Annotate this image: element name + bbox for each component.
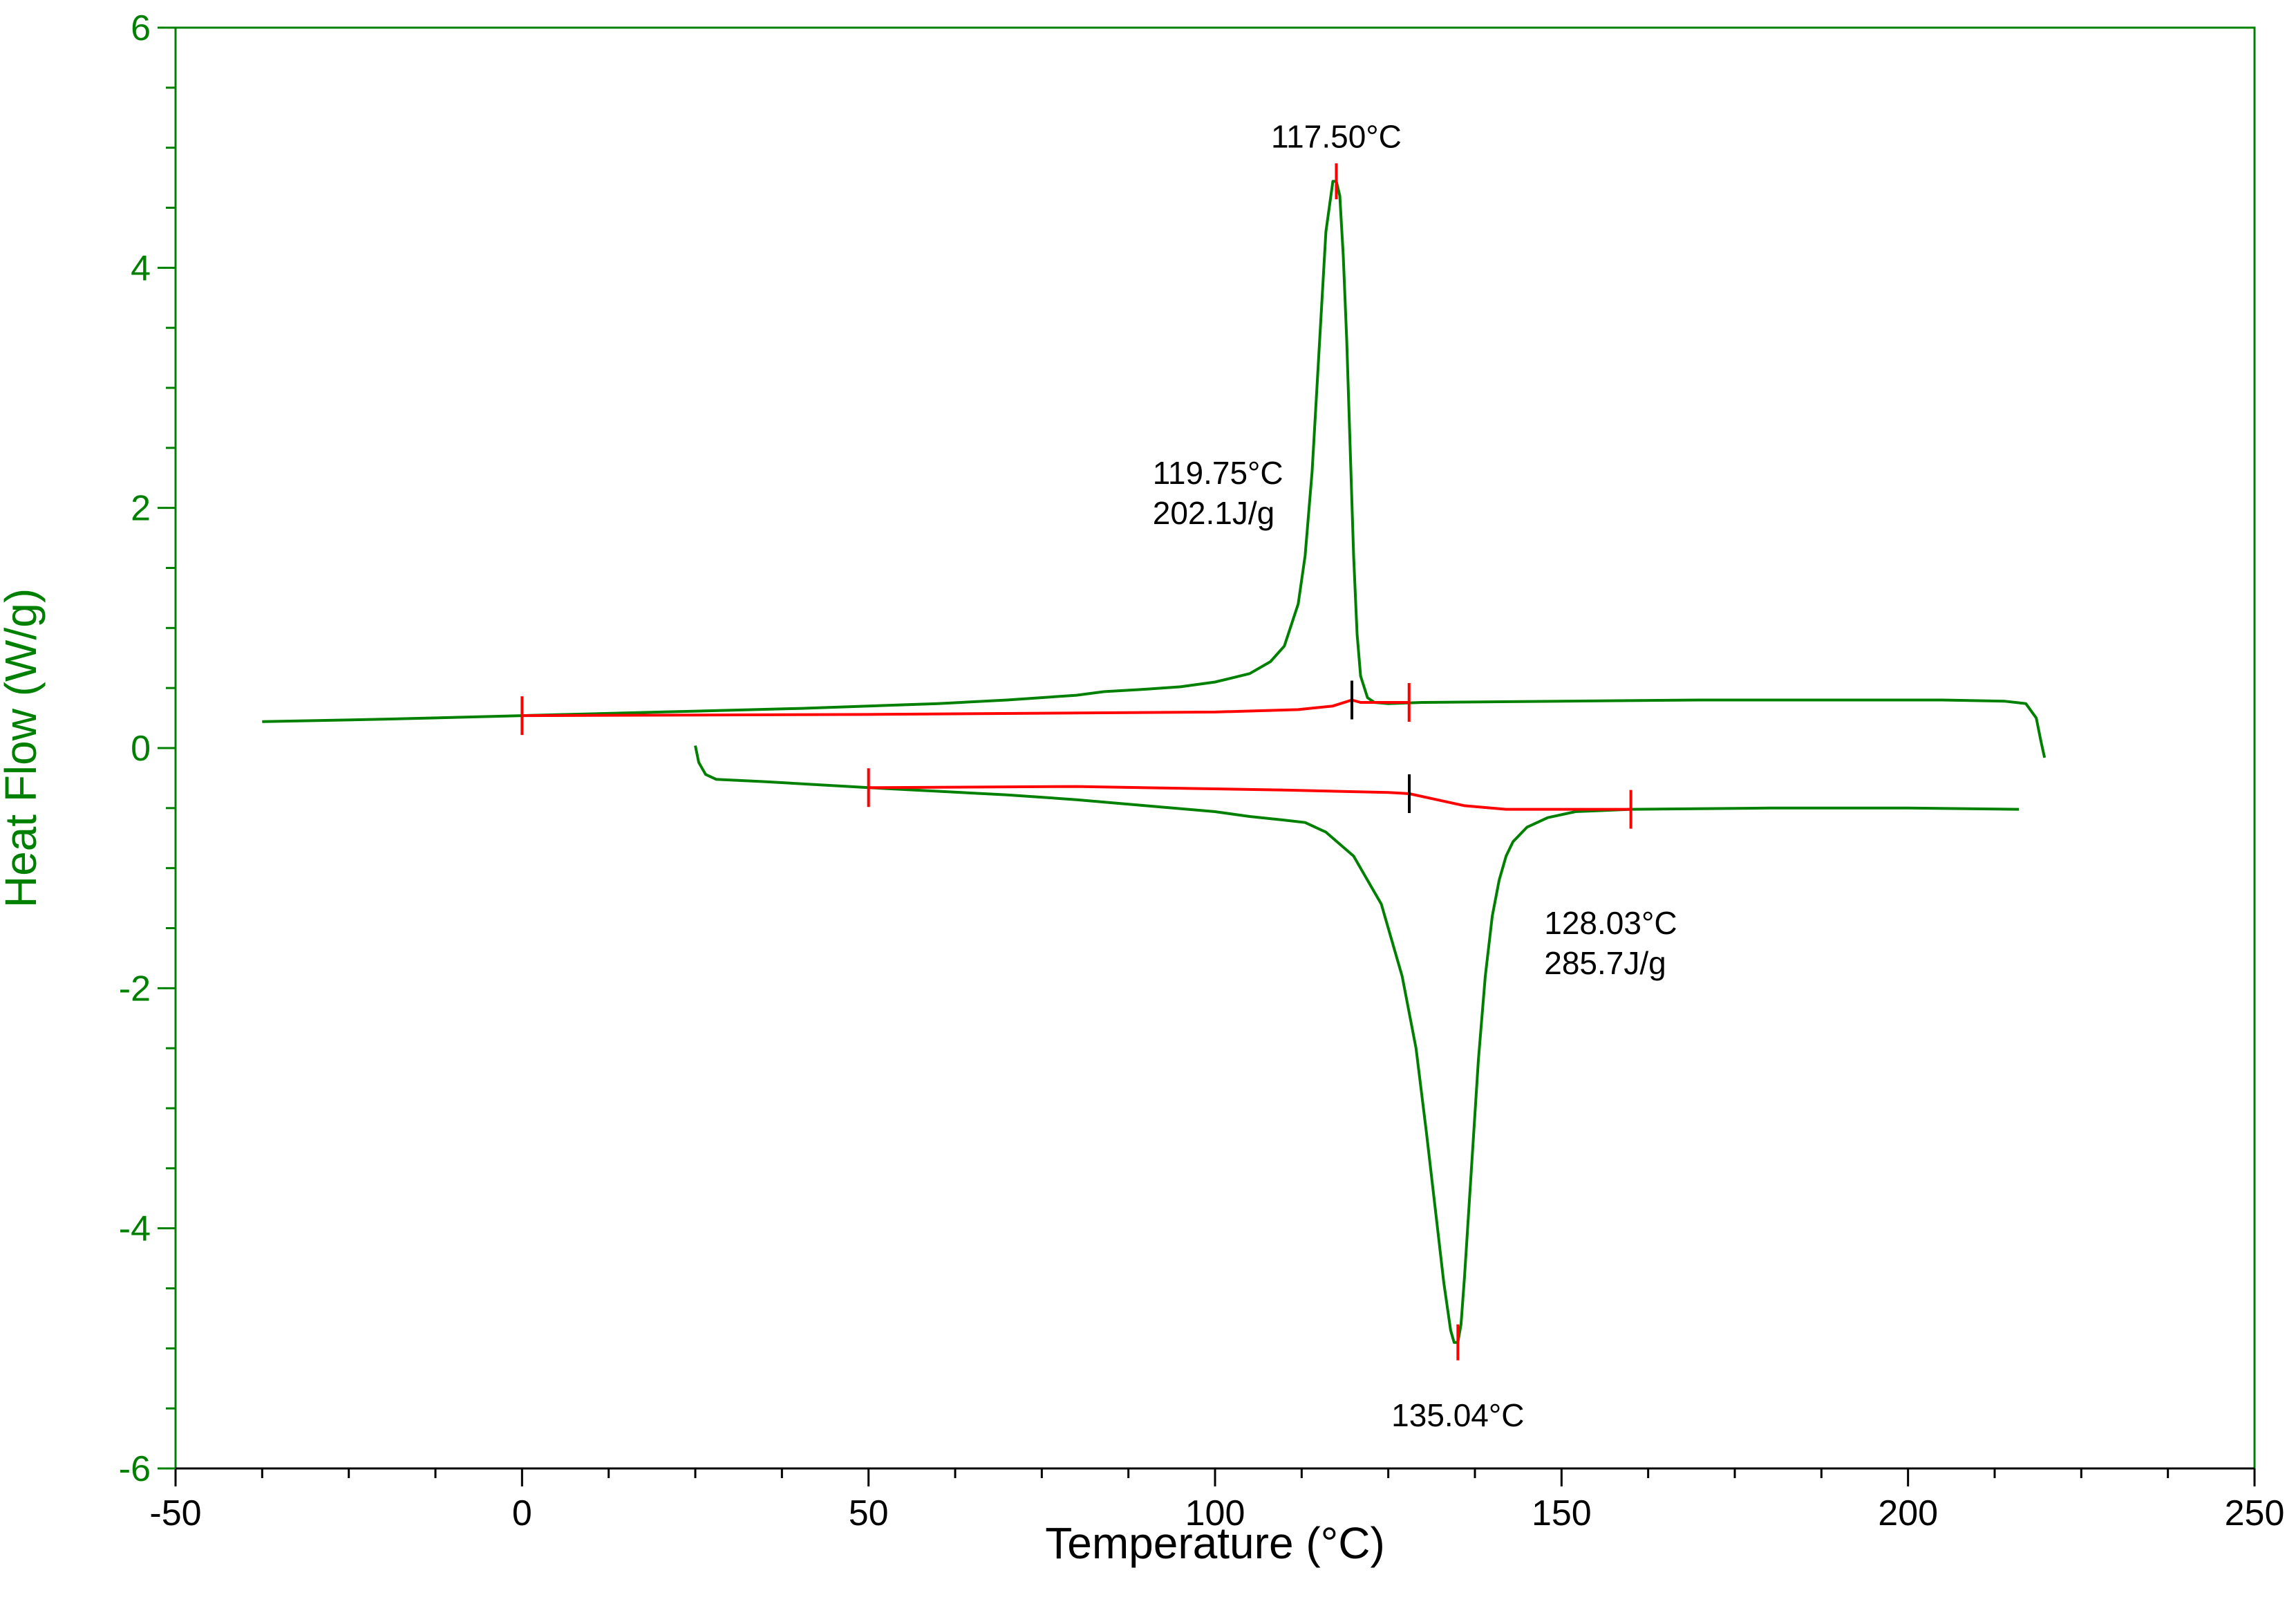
x-tick-label: -50: [149, 1493, 201, 1533]
y-tick-label: -4: [119, 1209, 151, 1249]
baseline-curve: [522, 698, 1409, 718]
x-tick-label: 0: [512, 1493, 532, 1533]
dsc-curve: [694, 745, 2020, 1344]
x-axis-title: Temperature (°C): [1045, 1518, 1385, 1568]
marks-group: [520, 163, 1632, 1361]
annotation-text: 119.75°C: [1153, 455, 1283, 491]
x-axis-ticks: -50 0 50 100 150 200 250: [149, 1467, 2285, 1533]
y-tick-label: 2: [131, 489, 151, 529]
baseline-curve: [868, 785, 1631, 811]
x-tick-label: 100: [1185, 1493, 1245, 1533]
annotation-text: 128.03°C: [1544, 905, 1677, 941]
y-axis-title: Heat Flow (W/g): [0, 588, 46, 908]
x-tick-label: 250: [2225, 1493, 2285, 1533]
y-tick-label: 6: [131, 8, 151, 48]
annotation-text: 285.7J/g: [1544, 945, 1666, 981]
plot-frame: [174, 26, 2256, 1470]
series-group: [262, 180, 2046, 1344]
annotation-text: 135.04°C: [1391, 1397, 1524, 1433]
y-tick-label: -6: [119, 1449, 151, 1489]
x-tick-label: 150: [1532, 1493, 1592, 1533]
y-tick-label: 4: [131, 248, 151, 288]
annotation-text: 202.1J/g: [1153, 495, 1274, 531]
y-axis-ticks: -6 -4 -2 0 2 4 6: [119, 8, 176, 1489]
x-tick-label: 200: [1878, 1493, 1938, 1533]
dsc-curve: [262, 180, 2046, 758]
y-tick-label: -2: [119, 969, 151, 1009]
y-tick-label: 0: [131, 729, 151, 769]
annotation-text: 117.50°C: [1271, 119, 1402, 155]
annotations-group: 117.50°C 119.75°C 202.1J/g 128.03°C 285.7J/g…: [1153, 119, 1677, 1434]
x-tick-label: 50: [849, 1493, 889, 1533]
